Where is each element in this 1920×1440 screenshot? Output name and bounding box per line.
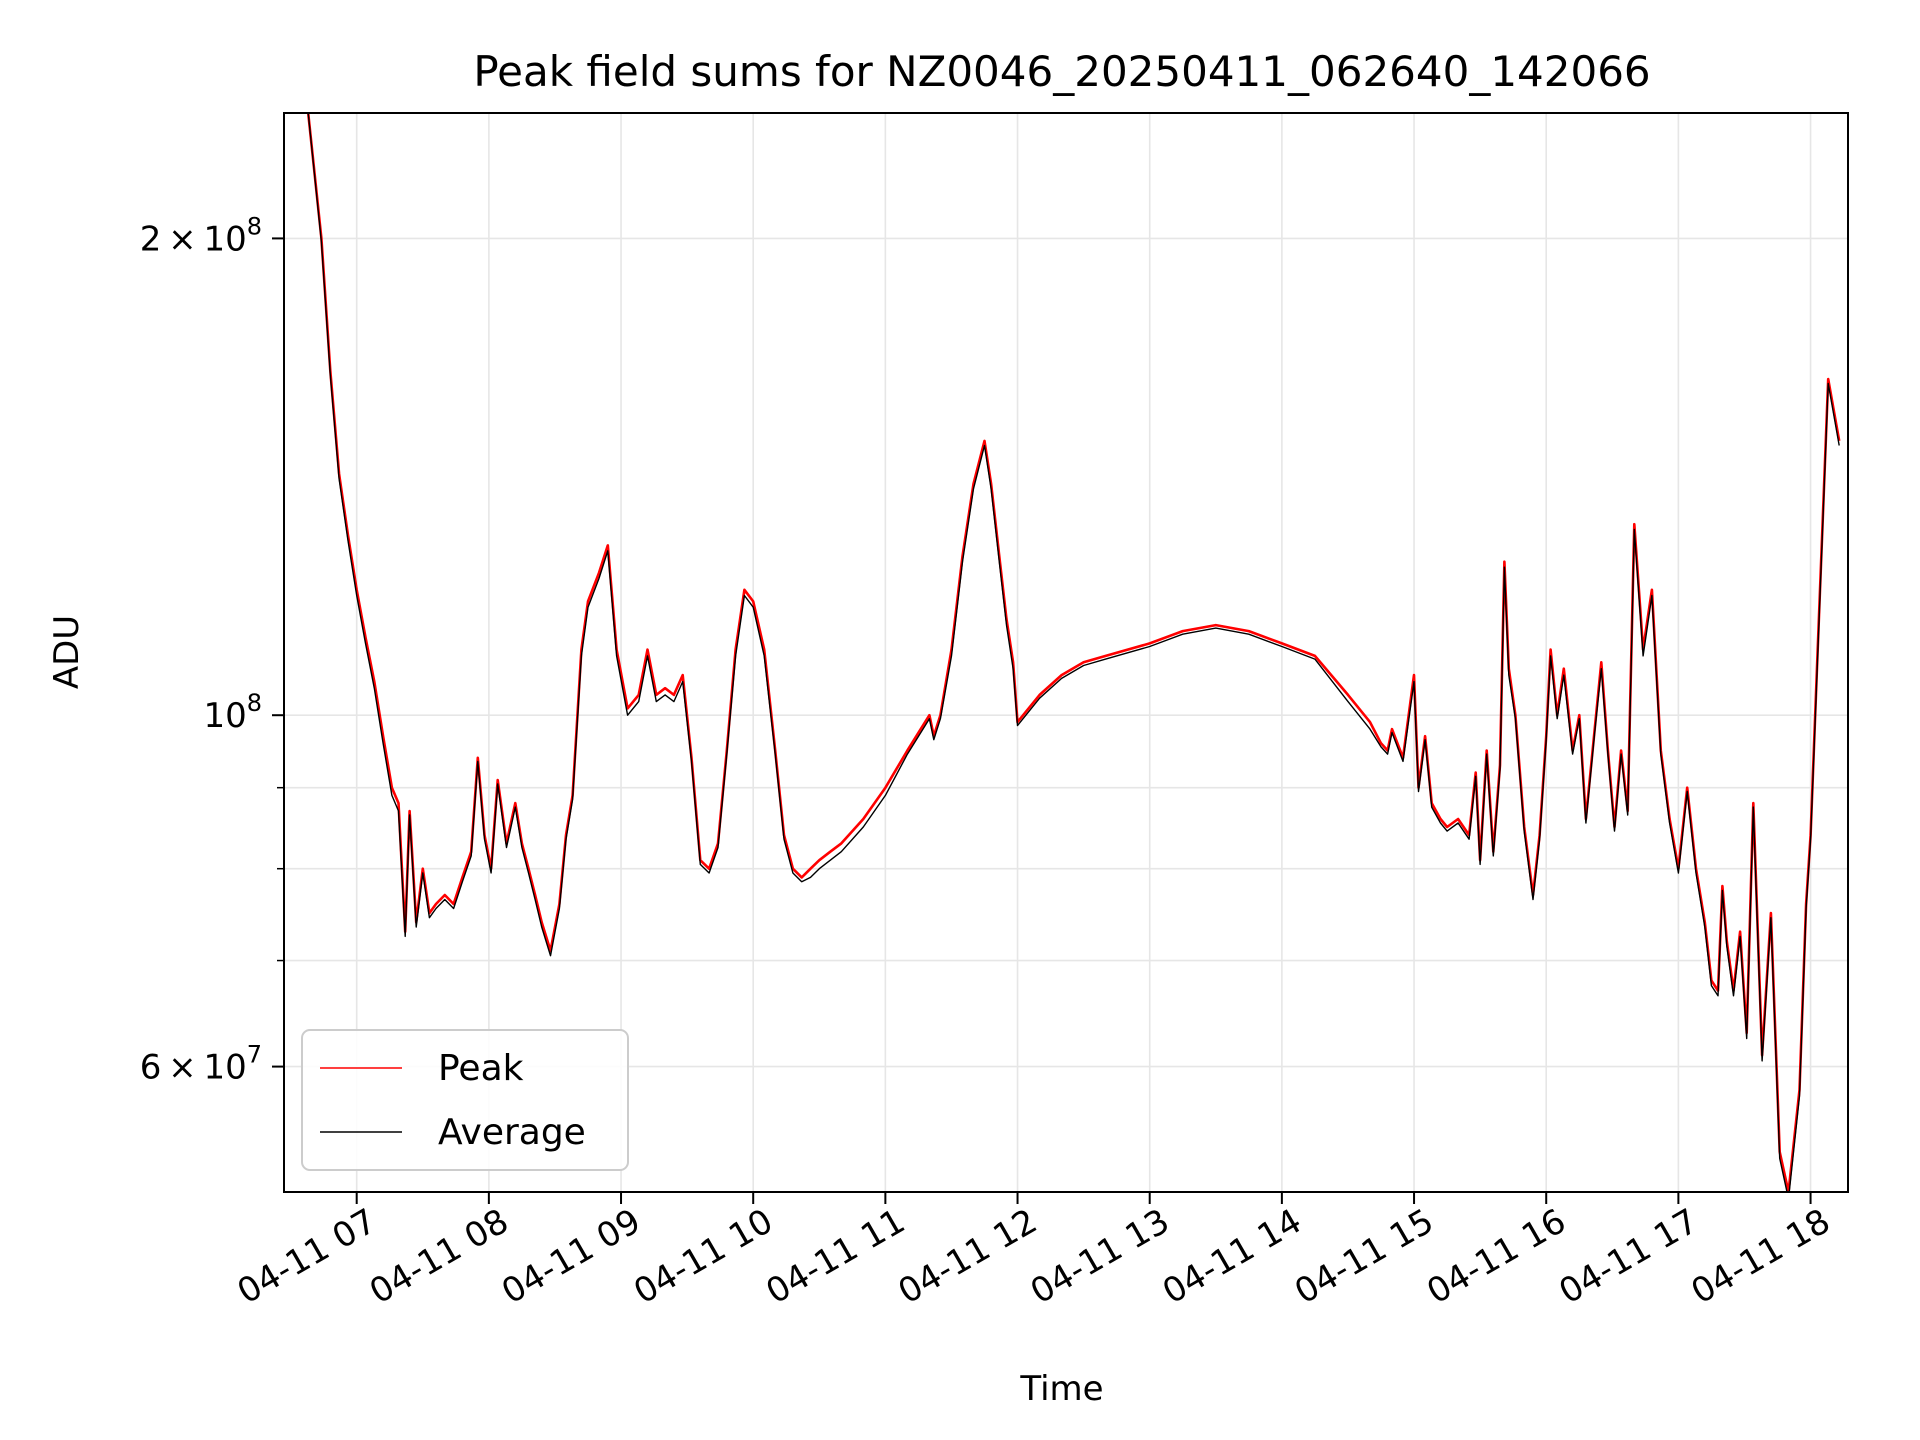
plot-frame xyxy=(283,112,1849,1193)
y-axis-title: ADU xyxy=(47,615,87,689)
series-line-average xyxy=(307,113,1840,1192)
legend-peak-label: Peak xyxy=(438,1048,524,1089)
x-axis-title: Time xyxy=(1019,1369,1103,1409)
chart-title: Peak field sums for NZ0046_20250411_0626… xyxy=(473,47,1650,96)
y-axis: 2 × 108 108 6 × 107 xyxy=(140,212,284,1088)
legend-average-label: Average xyxy=(438,1112,586,1153)
grid xyxy=(284,113,1848,1192)
y-tick-label: 108 xyxy=(203,689,262,736)
legend-box xyxy=(301,1029,629,1171)
legend: Peak Average xyxy=(301,1029,629,1171)
series-layer xyxy=(306,113,1841,1192)
y-tick-label: 6 × 107 xyxy=(140,1041,262,1088)
y-tick-label: 2 × 108 xyxy=(140,212,262,259)
